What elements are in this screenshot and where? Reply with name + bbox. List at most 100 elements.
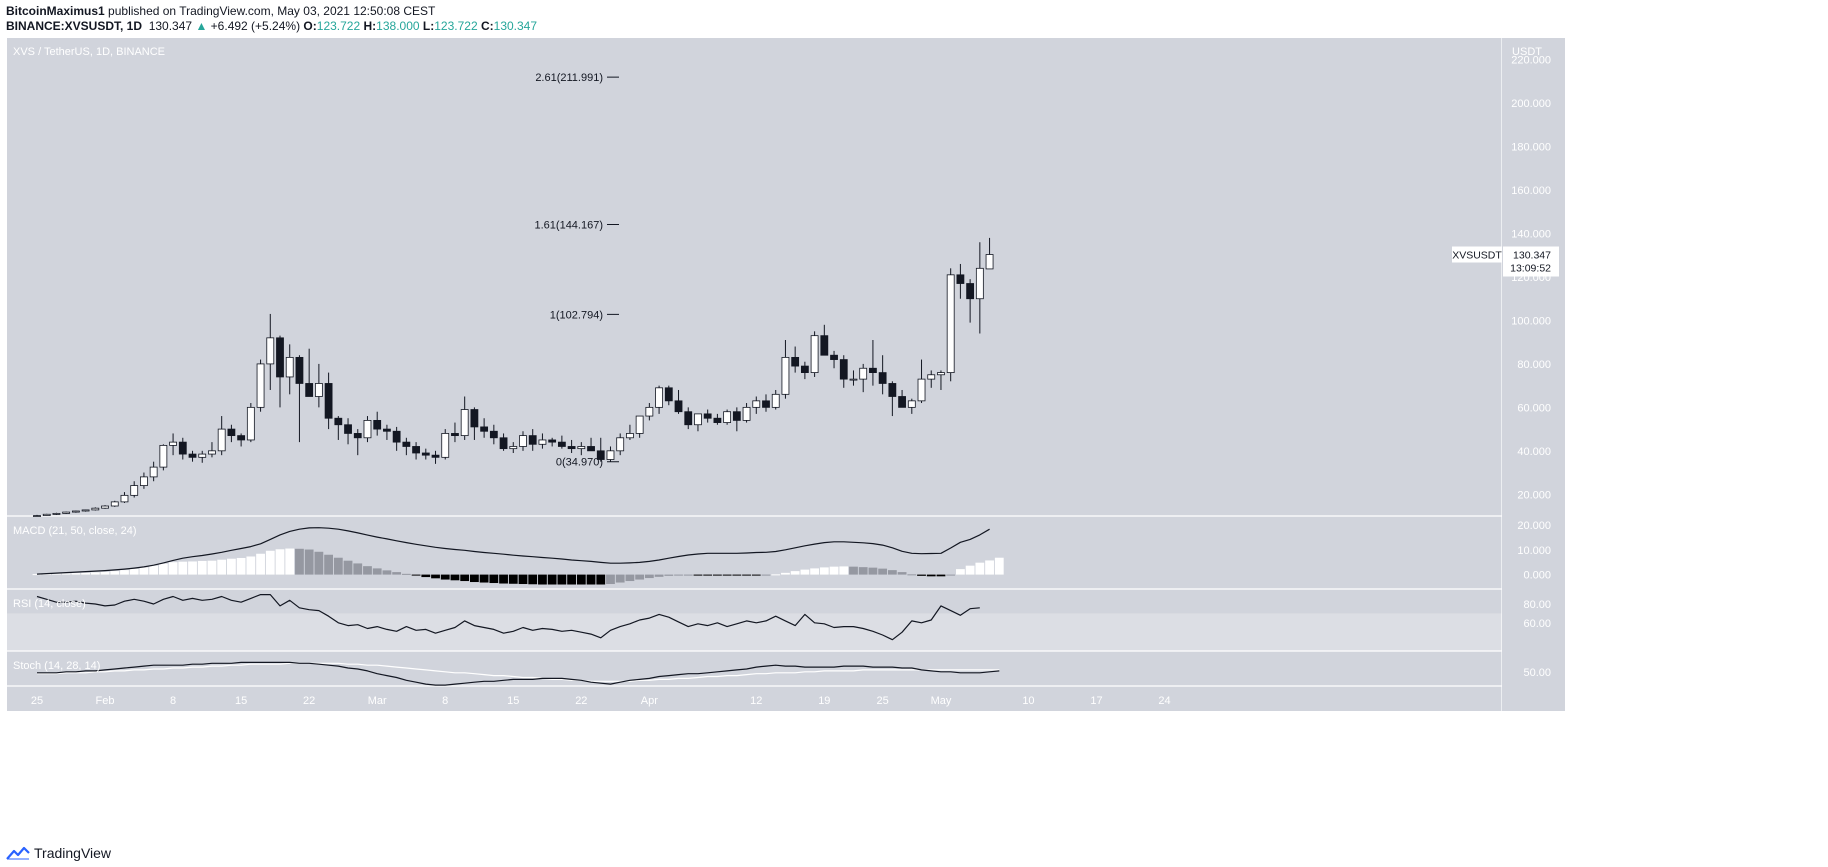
fib-level-label: 1.61(144.167) xyxy=(535,219,604,231)
macd-hist-bar xyxy=(819,567,829,575)
candle-body xyxy=(752,400,761,408)
macd-hist-bar xyxy=(625,574,635,582)
candle xyxy=(276,335,284,408)
fib-level: 0(34.970) xyxy=(556,457,619,469)
candle-body xyxy=(888,383,897,397)
candle-body xyxy=(820,335,829,356)
candle xyxy=(149,461,158,482)
macd-hist-bar xyxy=(994,557,1004,575)
candle xyxy=(810,331,819,377)
candle xyxy=(227,424,236,443)
macd-tick-label: 10.000 xyxy=(1517,545,1551,557)
last-price-tag: 130.347 xyxy=(1513,250,1551,262)
macd-hist-bar xyxy=(363,566,372,575)
candle-body xyxy=(557,441,566,447)
candle-body xyxy=(732,411,741,421)
macd-hist-bar xyxy=(722,574,732,576)
pane-dividers xyxy=(7,38,1565,711)
candle xyxy=(791,346,800,373)
candle xyxy=(217,416,226,456)
candle-body xyxy=(178,441,187,455)
macd-hist-bar xyxy=(858,567,868,575)
candle xyxy=(626,424,634,440)
candle xyxy=(353,429,362,456)
rsi-line xyxy=(36,593,980,641)
time-axis: 25 Feb 8 15 22 Mar 8 15 22 Apr 12 19 25 May 10 17 24 xyxy=(31,695,1171,707)
candle xyxy=(694,413,702,432)
candle-body xyxy=(266,337,275,365)
candle xyxy=(781,340,790,399)
macd-hist-bar xyxy=(372,568,382,575)
macd-hist-bar xyxy=(295,548,304,575)
candle-body xyxy=(101,505,109,509)
candle-body xyxy=(276,337,284,378)
macd-hist-bar xyxy=(470,574,479,583)
candle xyxy=(159,444,168,471)
candle-body xyxy=(363,419,372,439)
candle xyxy=(703,409,712,423)
macd-hist-bar xyxy=(431,574,440,579)
candle-body xyxy=(314,383,323,397)
stoch-line-group xyxy=(37,661,1000,686)
macd-hist-bar xyxy=(353,563,363,575)
macd-hist-bar xyxy=(285,548,295,575)
candle xyxy=(519,431,527,451)
published-text: published on TradingView.com, May 03, 20… xyxy=(108,4,436,18)
candle xyxy=(849,370,858,386)
fib-level: 1(102.794) xyxy=(550,309,619,321)
candle xyxy=(878,355,887,395)
candle-body xyxy=(742,406,751,421)
candle-body xyxy=(946,274,955,373)
candle-body xyxy=(800,365,809,373)
macd-hist-bar xyxy=(713,574,722,576)
candle xyxy=(130,481,139,498)
candle-body xyxy=(626,433,634,439)
candle xyxy=(451,422,459,443)
macd-hist-bar xyxy=(314,551,324,575)
candle xyxy=(937,370,945,390)
macd-hist-bar xyxy=(401,573,411,575)
candle xyxy=(713,413,722,425)
candle xyxy=(402,437,411,456)
fib-level-label: 2.61(211.991) xyxy=(535,72,603,84)
candle xyxy=(62,511,71,514)
macd-hist-bar xyxy=(557,574,567,585)
candle-body xyxy=(140,476,148,486)
candle-body xyxy=(421,452,430,456)
candle-body xyxy=(344,424,352,434)
tradingview-footer[interactable]: TradingView xyxy=(6,845,111,861)
fib-level-label: 0(34.970) xyxy=(556,457,603,469)
candle-body xyxy=(373,419,382,430)
candle-body xyxy=(480,426,489,432)
macd-line-group xyxy=(36,527,990,575)
author-name[interactable]: BitcoinMaximus1 xyxy=(6,4,105,18)
rsi-band-layer xyxy=(7,613,1502,651)
candle xyxy=(800,361,809,380)
candle-body xyxy=(985,254,994,270)
macd-hist-bar xyxy=(304,549,314,575)
candle xyxy=(392,426,401,451)
candle-body xyxy=(71,510,80,513)
price-tick-label: 60.000 xyxy=(1517,402,1551,414)
candles xyxy=(33,237,994,517)
candle xyxy=(567,439,576,453)
macd-hist-bar xyxy=(917,574,926,576)
candle xyxy=(169,433,177,456)
countdown-tag: 13:09:52 xyxy=(1510,263,1551,275)
candle-body xyxy=(285,356,294,378)
symbol-tag: XVSUSDT xyxy=(1452,250,1502,262)
last-price: 130.347 xyxy=(148,19,193,33)
macd-hist-bar xyxy=(683,574,693,576)
close-label: C: xyxy=(480,19,494,33)
stoch-tick-label: 50.00 xyxy=(1523,667,1551,679)
macd-hist-bar xyxy=(460,574,470,582)
candle-body xyxy=(120,494,129,503)
candle-body xyxy=(839,359,848,380)
macd-hist-bar xyxy=(81,572,90,575)
macd-hist-bar xyxy=(946,574,956,576)
rsi-band xyxy=(7,613,1502,651)
candle-body xyxy=(966,283,975,300)
macd-hist-bar xyxy=(644,574,654,579)
candle xyxy=(557,435,566,449)
